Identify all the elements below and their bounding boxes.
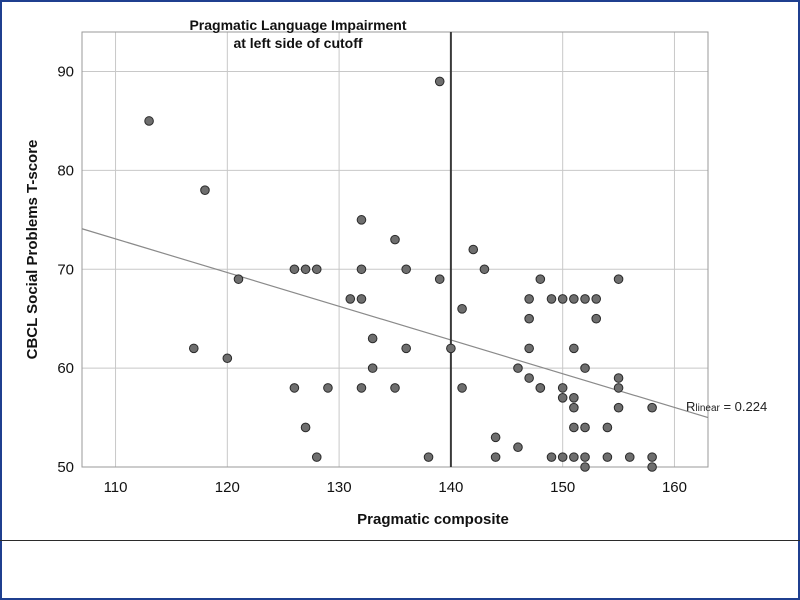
data-point xyxy=(524,373,534,383)
data-point xyxy=(311,264,322,275)
data-point xyxy=(602,452,613,462)
data-point xyxy=(468,244,479,255)
y-tick-labels: 50 60 70 80 90 xyxy=(57,64,74,476)
data-point xyxy=(434,274,445,284)
data-point xyxy=(311,452,322,462)
r-linear-label: Rlinear = 0.224 xyxy=(686,399,767,414)
data-point xyxy=(367,363,378,373)
x-tick-label: 130 xyxy=(327,479,352,496)
data-point xyxy=(602,422,613,433)
data-point xyxy=(647,402,657,413)
x-tick-label: 120 xyxy=(215,479,240,496)
data-point xyxy=(289,264,300,275)
r-label-subscript: linear xyxy=(695,403,720,414)
data-point xyxy=(591,313,602,324)
data-point xyxy=(300,422,311,433)
data-point xyxy=(390,234,400,245)
data-point xyxy=(401,264,411,275)
data-point xyxy=(513,363,523,373)
data-point xyxy=(390,383,400,393)
data-point xyxy=(613,373,624,383)
data-point xyxy=(557,392,568,403)
x-axis-title: Pragmatic composite xyxy=(357,511,509,528)
data-point xyxy=(557,294,568,304)
data-point xyxy=(434,76,445,87)
data-point xyxy=(535,274,546,284)
data-point xyxy=(524,313,534,324)
r-label-prefix: R xyxy=(686,399,695,414)
y-tick-label: 60 xyxy=(57,360,74,377)
data-point xyxy=(490,452,501,462)
data-point xyxy=(401,343,411,354)
data-point xyxy=(569,452,579,462)
r-label-value: = 0.224 xyxy=(720,399,767,414)
bottom-divider xyxy=(0,540,800,541)
data-point xyxy=(423,452,434,462)
data-point xyxy=(647,462,657,472)
cutoff-label-line2: at left side of cutoff xyxy=(233,35,362,51)
data-point xyxy=(613,402,624,413)
y-tick-label: 70 xyxy=(57,261,74,278)
data-point xyxy=(345,294,356,304)
x-tick-label: 160 xyxy=(662,479,687,496)
data-point xyxy=(569,402,579,413)
data-point xyxy=(580,452,590,462)
data-point xyxy=(580,422,590,433)
data-point xyxy=(356,294,367,304)
data-point xyxy=(200,185,210,195)
data-point xyxy=(300,264,311,275)
data-point xyxy=(546,452,557,462)
data-point xyxy=(546,294,557,304)
regression-line xyxy=(81,228,709,419)
x-tick-label: 110 xyxy=(104,479,128,496)
data-point xyxy=(356,264,367,275)
data-point xyxy=(569,422,579,433)
x-tick-label: 140 xyxy=(438,479,463,496)
data-point xyxy=(524,294,534,304)
data-point xyxy=(144,116,154,126)
data-point xyxy=(580,363,590,373)
y-tick-label: 50 xyxy=(57,459,74,476)
data-point xyxy=(367,333,378,344)
data-point xyxy=(569,392,579,403)
data-point xyxy=(457,304,467,314)
y-tick-label: 90 xyxy=(57,64,74,81)
data-point xyxy=(557,383,568,393)
data-point xyxy=(557,452,568,462)
data-point xyxy=(457,383,467,393)
data-point xyxy=(513,442,523,453)
data-point xyxy=(323,383,333,393)
y-axis-title: CBCL Social Problems T-score xyxy=(24,140,41,360)
data-point xyxy=(233,274,244,284)
data-point xyxy=(356,383,367,393)
data-point xyxy=(446,343,456,354)
data-point xyxy=(613,274,624,284)
data-point xyxy=(580,294,590,304)
data-point xyxy=(356,215,367,225)
data-point xyxy=(222,353,233,364)
data-point xyxy=(188,343,199,354)
data-point xyxy=(580,462,590,472)
data-point xyxy=(569,294,579,304)
data-point xyxy=(647,452,657,462)
data-point xyxy=(524,343,534,354)
plot-frame xyxy=(81,31,709,468)
data-point xyxy=(591,294,602,304)
data-point xyxy=(569,343,579,354)
data-point xyxy=(535,383,546,393)
data-point xyxy=(613,383,624,393)
data-point xyxy=(490,432,501,443)
data-point xyxy=(289,383,300,393)
x-tick-labels: 110 120 130 140 150 160 xyxy=(104,479,687,496)
grid-lines xyxy=(82,32,708,468)
data-points xyxy=(144,76,657,472)
x-tick-label: 150 xyxy=(550,479,575,496)
data-point xyxy=(479,264,490,275)
cutoff-label-line1: Pragmatic Language Impairment xyxy=(189,17,406,33)
y-tick-label: 80 xyxy=(57,162,74,179)
data-point xyxy=(624,452,635,462)
